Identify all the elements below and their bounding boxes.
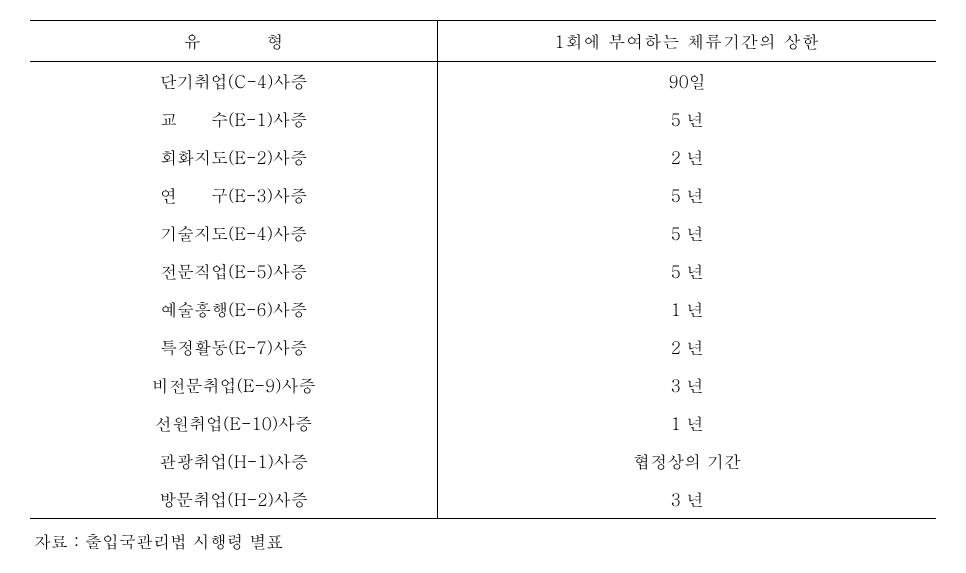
visa-type-cell: 특정활동(E-7)사증 <box>30 328 438 366</box>
visa-duration-cell: 5 년 <box>438 252 936 290</box>
header-duration-column: 1회에 부여하는 체류기간의 상한 <box>438 21 936 62</box>
table-row: 예술흥행(E-6)사증 1 년 <box>30 290 936 328</box>
visa-duration-cell: 협정상의 기간 <box>438 442 936 480</box>
visa-type-cell: 전문직업(E-5)사증 <box>30 252 438 290</box>
visa-duration-cell: 1 년 <box>438 290 936 328</box>
visa-type-cell: 관광취업(H-1)사증 <box>30 442 438 480</box>
visa-type-cell: 선원취업(E-10)사증 <box>30 404 438 442</box>
visa-duration-table: 유 형 1회에 부여하는 체류기간의 상한 단기취업(C-4)사증 90일 교 … <box>30 20 936 519</box>
table-row: 선원취업(E-10)사증 1 년 <box>30 404 936 442</box>
visa-type-cell: 교 수(E-1)사증 <box>30 100 438 138</box>
table-row: 특정활동(E-7)사증 2 년 <box>30 328 936 366</box>
visa-duration-cell: 5 년 <box>438 176 936 214</box>
table-row: 비전문취업(E-9)사증 3 년 <box>30 366 936 404</box>
visa-type-cell: 단기취업(C-4)사증 <box>30 62 438 101</box>
table-row: 관광취업(H-1)사증 협정상의 기간 <box>30 442 936 480</box>
visa-type-cell: 회화지도(E-2)사증 <box>30 138 438 176</box>
table-row: 연 구(E-3)사증 5 년 <box>30 176 936 214</box>
header-type-column: 유 형 <box>30 21 438 62</box>
visa-type-cell: 연 구(E-3)사증 <box>30 176 438 214</box>
visa-duration-cell: 5 년 <box>438 100 936 138</box>
header-type-label: 유 형 <box>154 29 314 53</box>
table-body: 단기취업(C-4)사증 90일 교 수(E-1)사증 5 년 회화지도(E-2)… <box>30 62 936 519</box>
source-footnote: 자료 : 출입국관리법 시행령 별표 <box>30 529 936 553</box>
table-row: 교 수(E-1)사증 5 년 <box>30 100 936 138</box>
visa-type-cell: 예술흥행(E-6)사증 <box>30 290 438 328</box>
visa-type-cell: 방문취업(H-2)사증 <box>30 480 438 519</box>
visa-type-cell: 비전문취업(E-9)사증 <box>30 366 438 404</box>
table-row: 기술지도(E-4)사증 5 년 <box>30 214 936 252</box>
visa-duration-cell: 3 년 <box>438 480 936 519</box>
visa-duration-cell: 3 년 <box>438 366 936 404</box>
table-row: 단기취업(C-4)사증 90일 <box>30 62 936 101</box>
table-header-row: 유 형 1회에 부여하는 체류기간의 상한 <box>30 21 936 62</box>
table-row: 전문직업(E-5)사증 5 년 <box>30 252 936 290</box>
visa-duration-cell: 2 년 <box>438 138 936 176</box>
table-row: 회화지도(E-2)사증 2 년 <box>30 138 936 176</box>
table-row: 방문취업(H-2)사증 3 년 <box>30 480 936 519</box>
visa-duration-cell: 2 년 <box>438 328 936 366</box>
visa-duration-cell: 5 년 <box>438 214 936 252</box>
visa-type-cell: 기술지도(E-4)사증 <box>30 214 438 252</box>
visa-duration-cell: 1 년 <box>438 404 936 442</box>
visa-duration-cell: 90일 <box>438 62 936 101</box>
